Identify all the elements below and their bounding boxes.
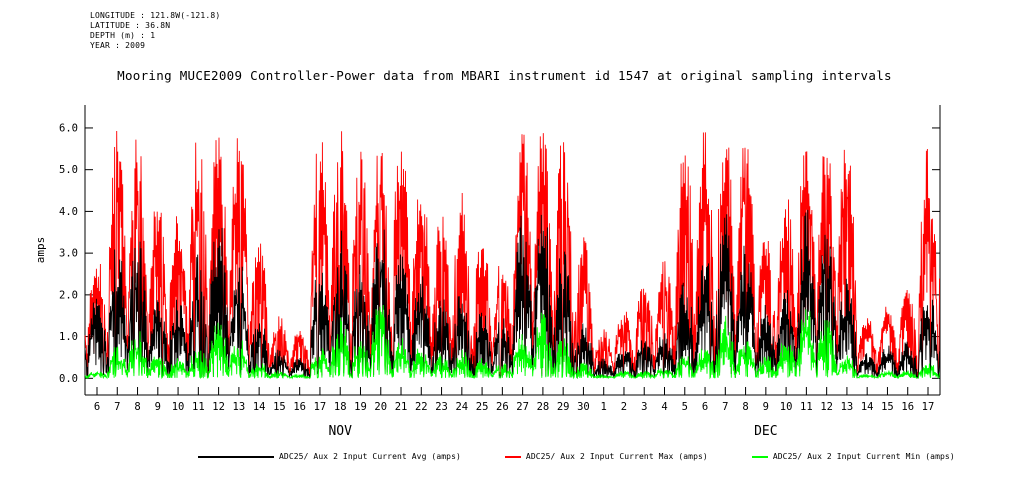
svg-text:17: 17 xyxy=(314,401,327,413)
svg-text:14: 14 xyxy=(861,401,874,413)
svg-text:29: 29 xyxy=(557,401,570,413)
svg-text:10: 10 xyxy=(172,401,185,413)
svg-text:7: 7 xyxy=(722,401,728,413)
svg-text:22: 22 xyxy=(415,401,428,413)
svg-text:13: 13 xyxy=(841,401,854,413)
chart-title: Mooring MUCE2009 Controller-Power data f… xyxy=(117,68,892,83)
svg-text:10: 10 xyxy=(780,401,793,413)
metadata-block: LONGITUDE : 121.8W(-121.8) LATITUDE : 36… xyxy=(90,11,220,51)
legend-item-avg: ADC25/ Aux 2 Input Current Avg (amps) xyxy=(198,452,461,461)
svg-text:4: 4 xyxy=(661,401,667,413)
svg-text:7: 7 xyxy=(114,401,120,413)
svg-text:8: 8 xyxy=(134,401,140,413)
legend-item-max: ADC25/ Aux 2 Input Current Max (amps) xyxy=(504,452,708,461)
svg-text:3.0: 3.0 xyxy=(59,248,78,260)
legend-line-swatch-max xyxy=(504,455,521,458)
svg-text:15: 15 xyxy=(881,401,894,413)
meta-year: YEAR : 2009 xyxy=(90,41,146,50)
svg-text:6: 6 xyxy=(702,401,708,413)
legend-label-avg: ADC25/ Aux 2 Input Current Avg (amps) xyxy=(279,452,461,461)
legend-line-swatch-min xyxy=(751,455,768,458)
svg-text:28: 28 xyxy=(537,401,550,413)
svg-text:25: 25 xyxy=(476,401,489,413)
meta-longitude: LONGITUDE : 121.8W(-121.8) xyxy=(90,11,221,20)
svg-text:2.0: 2.0 xyxy=(59,289,78,301)
svg-text:16: 16 xyxy=(293,401,306,413)
svg-text:13: 13 xyxy=(233,401,246,413)
svg-text:24: 24 xyxy=(455,401,468,413)
svg-text:14: 14 xyxy=(253,401,266,413)
svg-text:11: 11 xyxy=(800,401,813,413)
svg-text:NOV: NOV xyxy=(328,424,352,439)
svg-text:5: 5 xyxy=(682,401,688,413)
svg-text:27: 27 xyxy=(516,401,529,413)
svg-text:0.0: 0.0 xyxy=(59,373,78,385)
legend-line-swatch-avg xyxy=(198,455,274,458)
legend: ADC25/ Aux 2 Input Current Avg (amps) AD… xyxy=(198,452,955,461)
svg-text:6: 6 xyxy=(94,401,100,413)
meta-depth: DEPTH (m) : 1 xyxy=(90,31,156,40)
svg-text:17: 17 xyxy=(922,401,935,413)
svg-text:30: 30 xyxy=(577,401,590,413)
svg-text:3: 3 xyxy=(641,401,647,413)
svg-text:23: 23 xyxy=(435,401,448,413)
svg-text:11: 11 xyxy=(192,401,205,413)
svg-text:12: 12 xyxy=(820,401,833,413)
svg-text:4.0: 4.0 xyxy=(59,206,78,218)
svg-text:DEC: DEC xyxy=(754,424,777,439)
svg-text:6.0: 6.0 xyxy=(59,122,78,134)
svg-text:9: 9 xyxy=(155,401,161,413)
svg-text:9: 9 xyxy=(763,401,769,413)
svg-text:12: 12 xyxy=(212,401,225,413)
legend-item-min: ADC25/ Aux 2 Input Current Min (amps) xyxy=(751,452,955,461)
svg-text:19: 19 xyxy=(354,401,367,413)
svg-text:18: 18 xyxy=(334,401,347,413)
svg-text:2: 2 xyxy=(621,401,627,413)
svg-text:5.0: 5.0 xyxy=(59,164,78,176)
legend-label-min: ADC25/ Aux 2 Input Current Min (amps) xyxy=(772,452,955,461)
svg-text:15: 15 xyxy=(273,401,286,413)
svg-text:21: 21 xyxy=(395,401,408,413)
svg-text:26: 26 xyxy=(496,401,509,413)
legend-label-max: ADC25/ Aux 2 Input Current Max (amps) xyxy=(525,452,708,461)
svg-text:20: 20 xyxy=(374,401,387,413)
svg-text:8: 8 xyxy=(742,401,748,413)
svg-text:amps: amps xyxy=(34,237,47,264)
meta-latitude: LATITUDE : 36.8N xyxy=(90,21,171,30)
svg-text:16: 16 xyxy=(901,401,914,413)
svg-text:1.0: 1.0 xyxy=(59,331,78,343)
svg-text:1: 1 xyxy=(601,401,607,413)
